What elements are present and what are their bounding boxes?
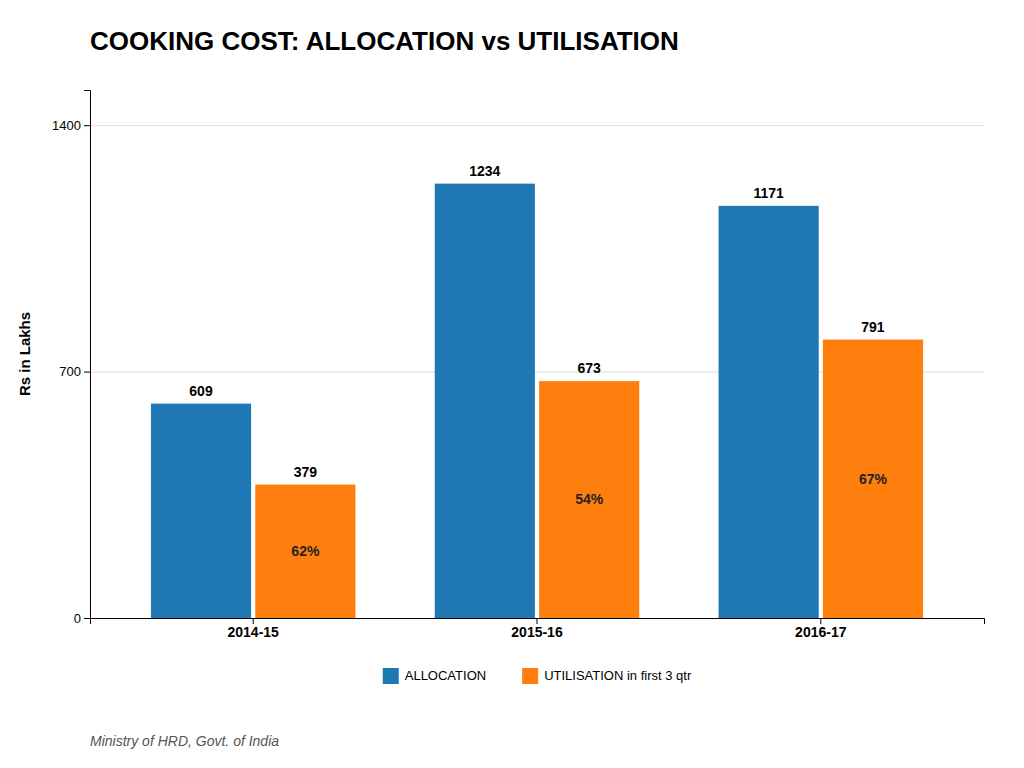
plot: 609 1234 1171 379 673 791 62% 54% 67% 0 700 1400 201… (52, 91, 984, 640)
tick-label: 2014-15 (227, 624, 279, 640)
tick-label: 0 (74, 611, 81, 626)
legend-label: UTILISATION in first 3 qtr (544, 668, 692, 683)
annotation: 62% (291, 543, 320, 559)
data-label: 609 (189, 383, 213, 399)
legend-item: ALLOCATION (383, 668, 486, 684)
legend-swatch (383, 668, 399, 684)
tick-mark (84, 125, 90, 126)
axis-line (84, 91, 91, 619)
x-tick: 2015-16 (511, 618, 563, 640)
y-tick: 700 (59, 364, 90, 379)
x-axis: 2014-15 2015-16 2016-17 (91, 618, 985, 640)
grid-line (90, 125, 984, 126)
tick-label: 700 (59, 364, 81, 379)
bar (719, 206, 819, 618)
tick-label: 2016-17 (795, 624, 847, 640)
legend-swatch (522, 668, 538, 684)
legend: ALLOCATION UTILISATION in first 3 qtr (383, 668, 692, 684)
x-tick: 2016-17 (795, 618, 847, 640)
bars (151, 184, 923, 618)
bar (435, 184, 535, 618)
legend-item: UTILISATION in first 3 qtr (522, 668, 692, 684)
bar (151, 404, 251, 618)
annotation: 54% (575, 491, 604, 507)
y-axis-title: Rs in Lakhs (16, 312, 33, 396)
data-label: 379 (294, 464, 318, 480)
footer: Ministry of HRD, Govt. of India (90, 733, 279, 749)
data-label: 1234 (469, 163, 500, 179)
data-labels: 609 1234 1171 379 673 791 62% 54% 67% (189, 163, 887, 560)
data-label: 791 (861, 319, 885, 335)
y-axis: 0 700 1400 (52, 91, 90, 626)
bar (539, 381, 639, 618)
x-tick: 2014-15 (227, 618, 279, 640)
bar (255, 485, 355, 618)
tick-mark (84, 372, 90, 373)
title: COOKING COST: ALLOCATION vs UTILISATION (90, 26, 679, 56)
y-tick: 1400 (52, 118, 90, 133)
grid (90, 126, 984, 619)
tick-label: 1400 (52, 118, 81, 133)
annotation: 67% (859, 471, 888, 487)
data-label: 673 (577, 360, 601, 376)
chart: COOKING COST: ALLOCATION vs UTILISATION 6… (0, 0, 1024, 768)
tick-label: 2015-16 (511, 624, 563, 640)
legend-label: ALLOCATION (405, 668, 486, 683)
tick-mark (84, 618, 90, 619)
bar (823, 340, 923, 618)
data-label: 1171 (753, 185, 784, 201)
grid-line (90, 125, 984, 126)
y-tick: 0 (74, 611, 90, 626)
